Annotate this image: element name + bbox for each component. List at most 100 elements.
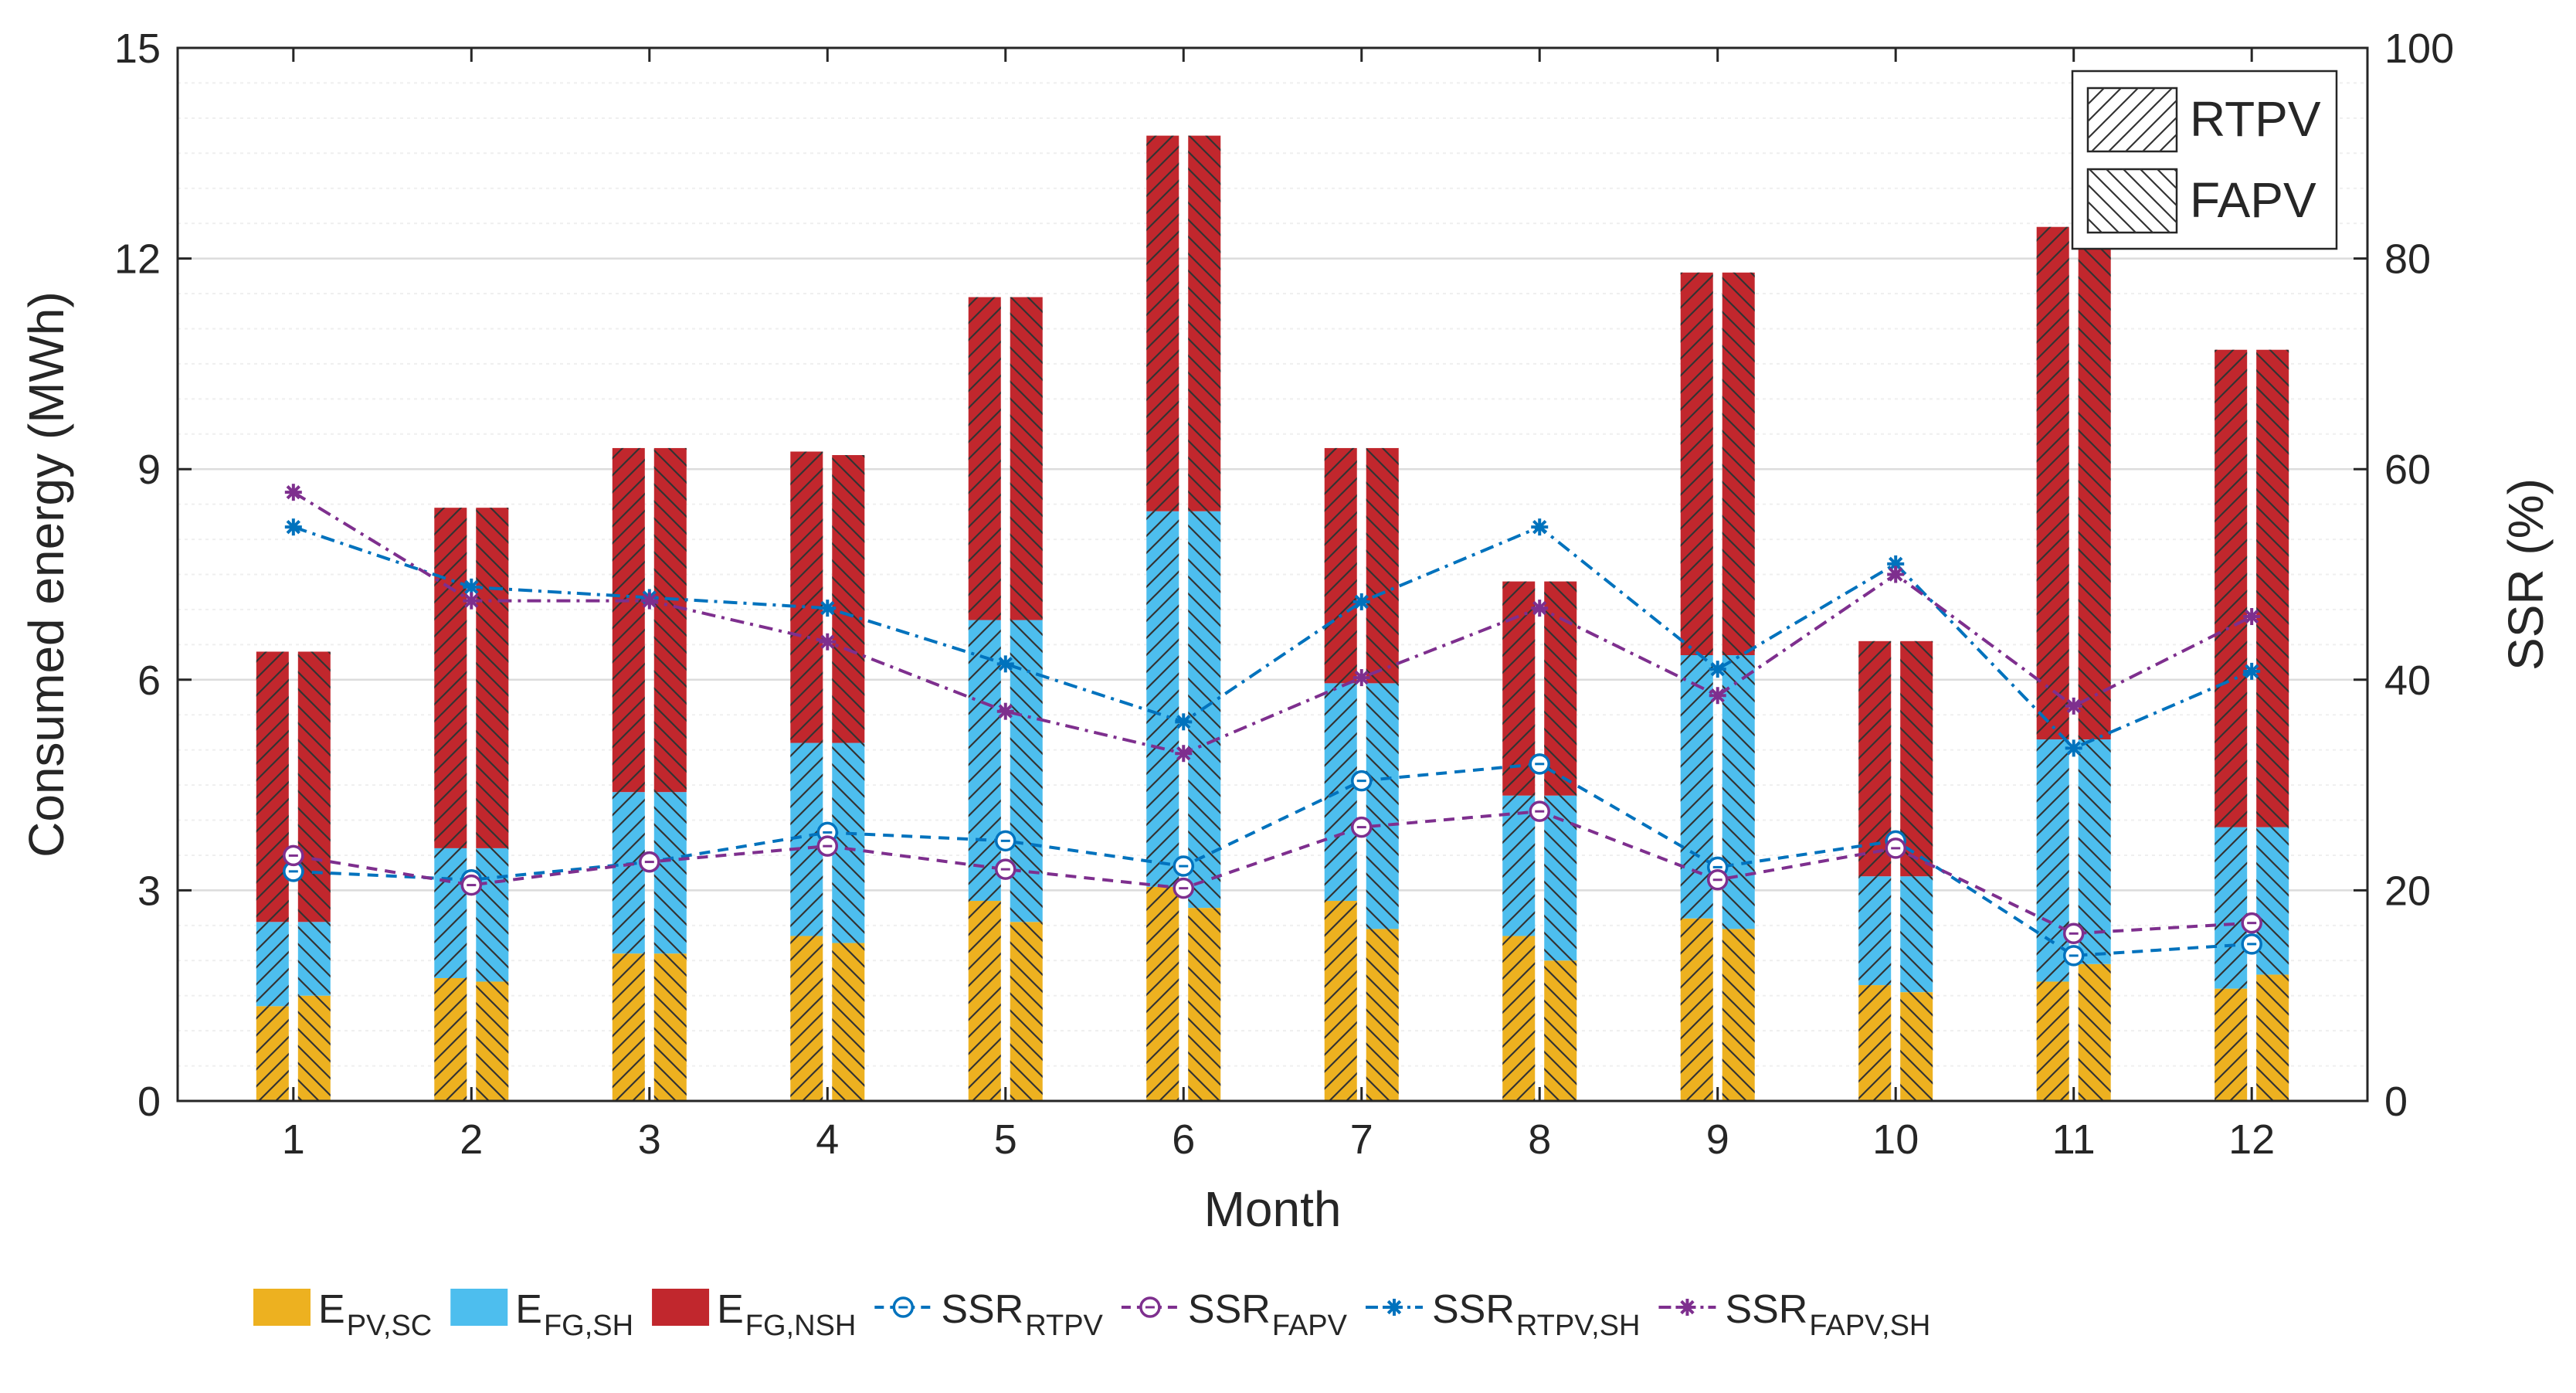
legend-label-sub: PV,SC: [347, 1310, 433, 1342]
bar-hatch: [1324, 447, 1357, 684]
point-ssr-fapv: [1529, 800, 1550, 822]
x-tick-label: 1: [282, 1116, 305, 1163]
point-ssr-fapv: [639, 851, 660, 873]
x-tick-label: 3: [638, 1116, 661, 1163]
x-tick-label: 4: [816, 1116, 839, 1163]
y2-tick-label: 0: [2384, 1079, 2408, 1125]
bar-hatch: [612, 447, 645, 793]
legend-swatch-pv_sc: [253, 1289, 311, 1326]
point-ssr-fapv: [283, 844, 304, 867]
point-ssr-rtpv-sh: [2065, 739, 2082, 757]
point-ssr-fapv-sh: [1175, 745, 1193, 763]
marker-asterisk-stroke: [1710, 661, 1725, 677]
bar-hatch: [1544, 960, 1577, 1101]
x-tick-label: 7: [1350, 1116, 1373, 1163]
bar-hatch: [1010, 922, 1043, 1101]
bar-hatch: [256, 651, 289, 922]
y-tick-label: 0: [137, 1079, 161, 1125]
bar-hatch: [2215, 988, 2248, 1101]
point-ssr-fapv: [2241, 912, 2262, 934]
point-ssr-fapv-sh: [284, 484, 302, 501]
point-ssr-rtpv: [283, 861, 304, 882]
y-tick-label: 3: [137, 868, 161, 914]
bar-hatch: [832, 943, 865, 1101]
bar-hatch: [1680, 654, 1713, 919]
bar-hatch: [1366, 929, 1399, 1101]
bar-hatch: [2256, 349, 2289, 827]
plot-frame: [176, 46, 2369, 1103]
point-ssr-fapv-sh: [1887, 566, 1905, 583]
bar-hatch: [2078, 739, 2111, 964]
bar-hatch: [2215, 827, 2248, 989]
bar-hatch: [653, 953, 687, 1101]
bar-hatch: [1900, 876, 1933, 993]
bar-hatch: [2215, 349, 2248, 827]
bar-hatch: [1858, 876, 1892, 986]
hatch-swatch-pattern: [2088, 169, 2177, 233]
bar-hatch: [612, 953, 645, 1101]
y2-tick-label: 60: [2384, 447, 2431, 493]
bar-hatch: [2256, 827, 2289, 975]
line-ssr-rtpv: [293, 762, 2252, 957]
marker-asterisk-stroke: [1889, 556, 1903, 572]
marker-asterisk-stroke: [2244, 664, 2259, 679]
hatch-legend-label: FAPV: [2190, 172, 2316, 228]
y2-axis-title: SSR (%): [2498, 478, 2554, 671]
point-ssr-fapv: [460, 874, 483, 896]
point-ssr-fapv: [1885, 837, 1906, 859]
bar-hatch: [1010, 620, 1043, 922]
bar-hatch: [1722, 654, 1755, 929]
point-ssr-fapv: [1706, 869, 1729, 891]
bar-hatch: [1188, 135, 1221, 511]
x-tick-label: 2: [460, 1116, 483, 1163]
bar-hatch: [297, 995, 331, 1101]
legend-label-sub: RTPV: [1025, 1310, 1103, 1342]
bar-hatch: [2036, 226, 2069, 740]
bar-hatch: [790, 451, 823, 743]
bar-hatch: [968, 901, 1001, 1101]
point-ssr-rtpv-sh: [284, 518, 302, 536]
point-ssr-rtpv: [1173, 855, 1195, 877]
bar-hatch: [1010, 297, 1043, 620]
y2-tick-label: 20: [2384, 868, 2431, 914]
bar-hatch: [256, 1006, 289, 1101]
legend-marker: [1385, 1299, 1403, 1316]
bar-hatch: [832, 455, 865, 743]
point-ssr-fapv: [816, 835, 839, 857]
marker-asterisk-stroke: [998, 704, 1013, 719]
y2-tick-label: 100: [2384, 25, 2454, 72]
bar-hatch: [1722, 272, 1755, 655]
x-axis-title: Month: [1204, 1181, 1342, 1237]
bar-hatch: [968, 297, 1001, 620]
hatch-legend-label: RTPV: [2190, 91, 2321, 147]
legend-label-sub: RTPV,SH: [1516, 1310, 1641, 1342]
marker-asterisk-stroke: [1889, 567, 1903, 582]
grid-layer: [178, 46, 2367, 1103]
legend-label: E: [717, 1287, 744, 1332]
marker-asterisk-stroke: [2066, 698, 2081, 714]
point-ssr-rtpv-sh: [819, 600, 837, 617]
bar-hatch: [1680, 918, 1713, 1101]
point-ssr-rtpv: [1350, 770, 1373, 792]
bar-hatch: [476, 981, 509, 1101]
x-tick-label: 12: [2228, 1116, 2275, 1163]
legend-swatch-fg_nsh: [652, 1289, 710, 1326]
point-ssr-rtpv-sh: [996, 655, 1014, 673]
point-ssr-fapv-sh: [2065, 697, 2082, 715]
x-tick-label: 6: [1172, 1116, 1195, 1163]
marker-asterisk-stroke: [464, 593, 479, 608]
marker-asterisk-stroke: [820, 634, 835, 649]
marker-asterisk-stroke: [464, 579, 479, 595]
bar-hatch: [1858, 640, 1892, 877]
bar-hatch: [1722, 929, 1755, 1101]
y-tick-label: 6: [137, 657, 161, 704]
line-ssr-fapv-sh: [292, 491, 2253, 756]
point-ssr-fapv-sh: [640, 592, 658, 610]
marker-asterisk-stroke: [1710, 688, 1725, 703]
legend-marker: [892, 1296, 915, 1318]
y2-tick-label: 40: [2384, 657, 2431, 704]
plot-background: [178, 48, 2367, 1101]
point-ssr-rtpv: [995, 830, 1016, 852]
bar-hatch: [790, 936, 823, 1101]
point-ssr-fapv-sh: [996, 702, 1014, 720]
